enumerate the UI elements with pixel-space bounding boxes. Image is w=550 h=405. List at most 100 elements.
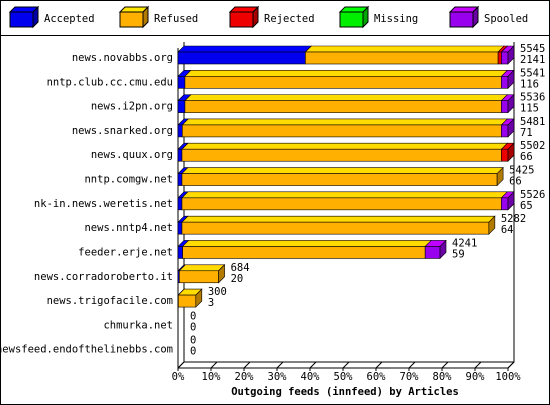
bar	[181, 173, 498, 186]
total-label: 5536	[520, 92, 545, 104]
bar-side	[507, 45, 515, 65]
bar-side	[439, 239, 447, 260]
legend-label: Refused	[154, 13, 198, 25]
bar-top	[181, 191, 509, 199]
y-tick-label: news.snarked.org	[72, 125, 173, 137]
tick-mark	[375, 361, 383, 371]
y-tick-label: nntp.comgw.net	[84, 174, 173, 186]
bar-top	[184, 70, 509, 77]
total-label: 5526	[520, 189, 545, 201]
tick-mark	[309, 361, 317, 371]
bar	[184, 76, 502, 89]
x-tick-label: 10%	[202, 371, 222, 383]
bar-top	[178, 264, 226, 272]
tick-mark	[276, 361, 284, 371]
y-tick-label: chmurka.net	[103, 319, 173, 331]
tick-mark	[507, 361, 515, 371]
bar	[181, 124, 502, 138]
tick-mark	[474, 361, 482, 371]
bar	[182, 246, 426, 259]
bar-side	[507, 142, 515, 162]
bar	[501, 76, 509, 89]
accepted-label: 0	[190, 321, 196, 333]
tick-mark	[441, 361, 449, 371]
legend-swatch	[339, 11, 364, 28]
accepted-label: 64	[501, 224, 514, 236]
tick-mark	[408, 361, 416, 371]
total-label: 5541	[520, 67, 545, 79]
tick-mark	[210, 361, 218, 371]
bar	[501, 51, 509, 65]
bar	[177, 124, 183, 138]
bar-top	[181, 167, 504, 174]
bar-side	[507, 118, 515, 138]
legend-label: Missing	[374, 13, 418, 25]
bar-top	[181, 142, 509, 150]
y-tick-label: feeder.erje.net	[78, 246, 173, 258]
bar	[177, 246, 183, 259]
y-tick-label: news.nntp4.net	[84, 222, 173, 234]
bar	[424, 246, 441, 259]
bar	[177, 76, 186, 89]
bar-side	[488, 215, 496, 235]
tick-mark	[342, 361, 350, 371]
x-tick-label: 90%	[466, 371, 486, 383]
x-tick-label: 0%	[172, 371, 185, 383]
bar-side	[496, 166, 504, 187]
x-tick-label: 100%	[495, 371, 521, 383]
accepted-label: 116	[520, 78, 539, 90]
y-tick-label: news.corradoroberto.it	[34, 271, 173, 283]
x-axis-title: Outgoing feeds (innfeed) by Articles	[231, 386, 459, 398]
tick-mark	[177, 361, 185, 371]
total-label: 684	[231, 262, 250, 274]
bar	[501, 100, 509, 113]
y-tick-label: news.quux.org	[91, 149, 173, 161]
bar	[178, 294, 197, 308]
bar-top	[181, 215, 496, 223]
y-tick-label: nk-in.news.weretis.net	[34, 198, 173, 210]
total-label: 0	[190, 310, 196, 322]
total-label: 4241	[452, 237, 477, 249]
total-label: 5481	[520, 116, 545, 128]
bar	[179, 270, 219, 284]
total-label: 5502	[520, 140, 545, 152]
x-tick-label: 60%	[367, 371, 387, 383]
bar	[177, 221, 183, 235]
accepted-label: 0	[190, 346, 196, 358]
bar-top	[181, 118, 509, 126]
bar-top	[181, 240, 432, 247]
bar	[181, 221, 490, 235]
bar	[305, 51, 499, 65]
bar	[181, 197, 502, 211]
legend-label: Rejected	[264, 13, 315, 25]
x-tick-label: 80%	[433, 371, 453, 383]
total-label: 5282	[501, 213, 526, 225]
y-tick-label: news.trigofacile.com	[47, 295, 173, 307]
bar-side	[195, 288, 203, 308]
accepted-label: 115	[520, 103, 539, 115]
accepted-label: 65	[520, 200, 533, 212]
bar-side	[507, 191, 515, 211]
legend-swatch	[449, 11, 474, 28]
bar-side	[507, 93, 515, 114]
y-tick-label: nntp.club.cc.cmu.edu	[47, 76, 173, 88]
tick-mark	[243, 361, 251, 371]
bar	[177, 197, 183, 211]
legend-swatch	[229, 11, 254, 28]
total-label: 5545	[520, 43, 545, 55]
bar-side	[507, 69, 515, 90]
bar	[501, 148, 509, 162]
legend-swatch	[9, 11, 34, 28]
x-tick-label: 30%	[268, 371, 288, 383]
bar-top	[177, 45, 313, 53]
accepted-label: 3	[208, 297, 214, 309]
total-label: 0	[190, 335, 196, 347]
legend-label: Accepted	[44, 13, 95, 25]
bar	[181, 148, 502, 162]
accepted-label: 59	[452, 248, 465, 260]
accepted-label: 71	[520, 127, 533, 139]
total-label: 5425	[509, 165, 534, 177]
x-tick-label: 50%	[334, 371, 354, 383]
bar	[501, 197, 509, 211]
